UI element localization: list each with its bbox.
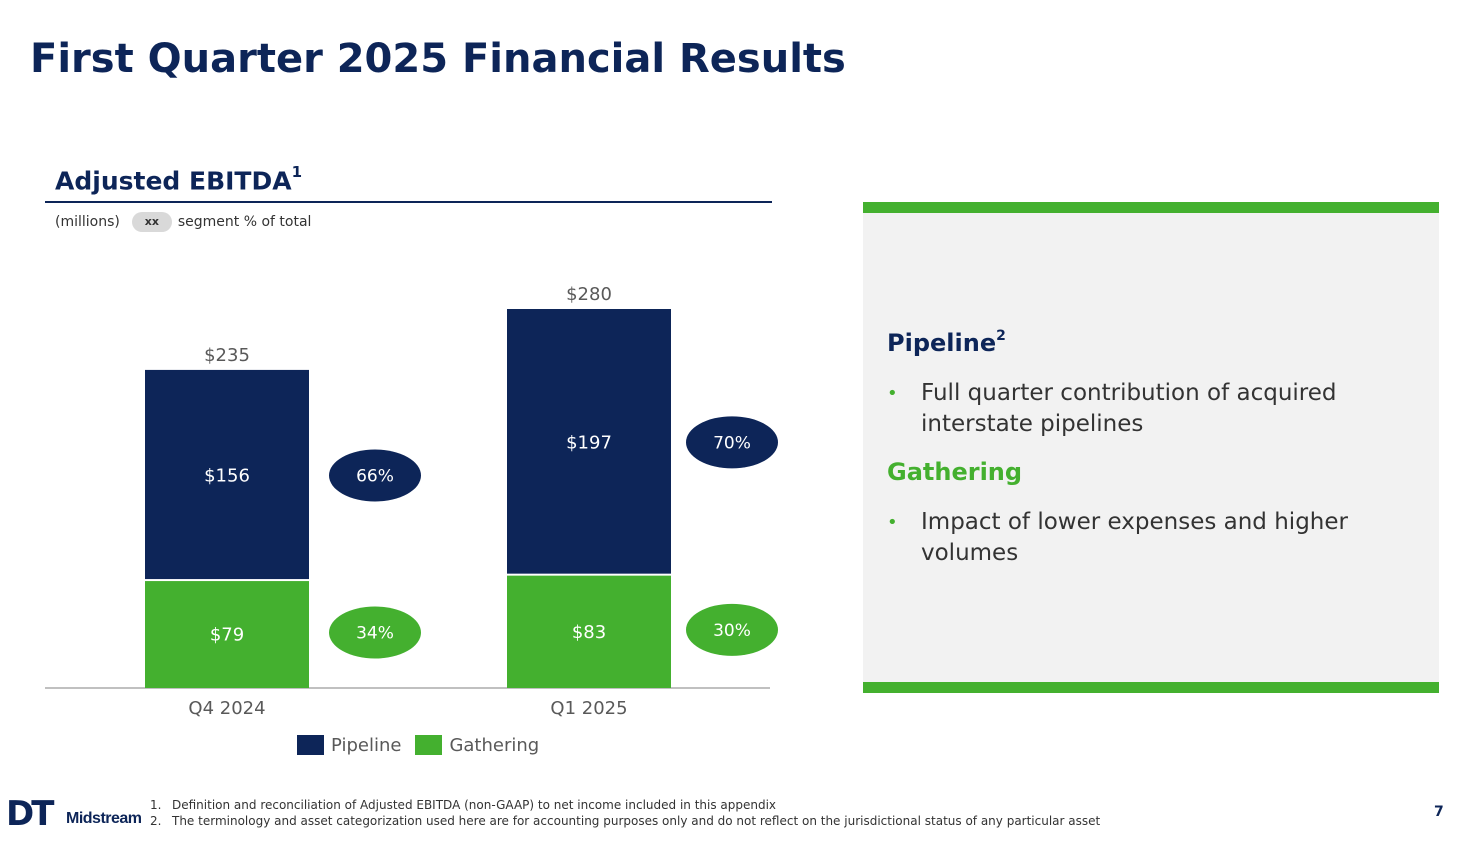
- gathering-heading: Gathering: [887, 458, 1023, 486]
- bar-gathering-q1-2025: [507, 575, 671, 688]
- bar-pipeline-q1-2025: [507, 309, 671, 574]
- units-label: (millions): [55, 214, 120, 230]
- pipeline-footnote-ref: 2: [996, 328, 1006, 344]
- segment-share-pill: xx: [131, 212, 172, 232]
- legend-swatch-pipeline: [297, 735, 324, 755]
- pipeline-heading-text: Pipeline: [887, 329, 997, 357]
- total-label: $280: [566, 284, 612, 305]
- pipeline-heading: Pipeline2: [887, 328, 1006, 357]
- logo-mark: DT: [6, 794, 54, 834]
- footnotes: 1. Definition and reconciliation of Adjus…: [150, 797, 1100, 829]
- gathering-bullet-text: Impact of lower expenses and higher volu…: [921, 509, 1348, 566]
- share-label-gathering: 34%: [356, 624, 394, 644]
- bullet-dot-icon: •: [887, 383, 898, 404]
- share-bubble-gathering: [686, 603, 778, 656]
- legend-item-gathering: Gathering: [415, 735, 539, 756]
- dt-midstream-logo: DT Midstream: [6, 794, 142, 834]
- ebitda-bar-chart: $79 34% $156 66% $235 Q4 2024 $83 30% $197 70% $28…: [45, 284, 778, 719]
- share-label-pipeline: 66%: [356, 466, 394, 486]
- x-tick-label: Q1 2025: [550, 698, 627, 719]
- segment-share-caption: segment % of total: [177, 214, 312, 230]
- pipeline-bullet: • Full quarter contribution of acquired …: [887, 378, 1407, 440]
- footnote-number: 1.: [150, 798, 162, 812]
- share-bubble-pipeline: [686, 416, 778, 469]
- pipeline-bullet-text: Full quarter contribution of acquired in…: [921, 380, 1337, 437]
- footnote-number: 2.: [150, 814, 162, 828]
- footnote-text: Definition and reconciliation of Adjuste…: [172, 798, 777, 812]
- share-bubble-pipeline: [329, 449, 421, 502]
- chart-legend: Pipeline Gathering: [297, 734, 553, 756]
- chart-subtitle: (millions) xx segment % of total: [55, 211, 311, 233]
- legend-label-pipeline: Pipeline: [331, 734, 402, 756]
- share-bubble-gathering: [329, 606, 421, 659]
- chart-title-footnote-ref: 1: [291, 163, 303, 181]
- chart-title-text: Adjusted EBITDA: [55, 166, 292, 196]
- data-label-pipeline: $197: [566, 432, 612, 453]
- gathering-bullet: • Impact of lower expenses and higher vo…: [887, 507, 1407, 569]
- legend-swatch-gathering: [415, 735, 443, 755]
- logo-wordmark: Midstream: [66, 810, 142, 827]
- chart-title: Adjusted EBITDA1: [55, 163, 303, 196]
- data-label-pipeline: $156: [204, 465, 250, 486]
- x-tick-label: Q4 2024: [188, 698, 265, 719]
- page-number: 7: [1434, 804, 1444, 820]
- footnote-1: 1. Definition and reconciliation of Adjus…: [150, 797, 1100, 813]
- total-label: $235: [204, 345, 250, 366]
- data-label-gathering: $83: [572, 622, 606, 643]
- footnote-text: The terminology and asset categorization…: [172, 814, 1101, 828]
- page-title: First Quarter 2025 Financial Results: [30, 36, 846, 82]
- share-label-gathering: 30%: [713, 621, 751, 641]
- panel-bottom-bar: [863, 682, 1439, 693]
- title-rule: [45, 201, 772, 203]
- share-label-pipeline: 70%: [713, 433, 751, 453]
- bar-pipeline-q4-2024: [145, 369, 309, 580]
- data-label-gathering: $79: [210, 625, 244, 646]
- commentary-panel: Pipeline2 • Full quarter contribution of…: [863, 202, 1439, 693]
- bar-gathering-q4-2024: [145, 581, 309, 688]
- panel-top-bar: [863, 202, 1439, 213]
- legend-label-gathering: Gathering: [449, 734, 540, 756]
- legend-item-pipeline: Pipeline: [297, 735, 401, 756]
- bullet-dot-icon: •: [887, 512, 898, 533]
- footnote-2: 2. The terminology and asset categorizati…: [150, 813, 1100, 829]
